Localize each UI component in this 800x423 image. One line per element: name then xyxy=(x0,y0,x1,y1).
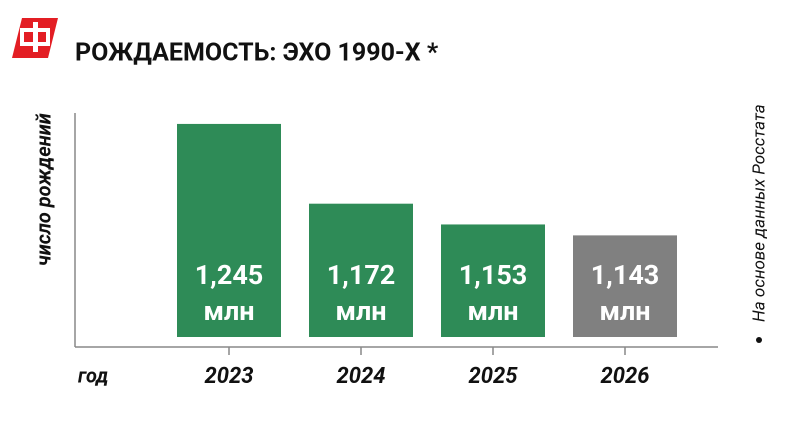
value-label: 1,172 млн xyxy=(327,259,396,327)
value-label: 1,245 млн xyxy=(195,259,264,327)
bar xyxy=(177,123,281,338)
x-tick-label: 2026 xyxy=(601,364,650,389)
bar xyxy=(573,235,677,337)
chart-title: РОЖДАЕМОСТЬ: ЭХО 1990-Х * xyxy=(75,39,439,68)
value-label: 1,143 млн xyxy=(591,259,660,327)
value-label: 1,153 млн xyxy=(459,259,528,327)
x-axis-label: год xyxy=(78,363,108,387)
y-axis-label: число рождений xyxy=(31,113,55,266)
x-tick-label: 2024 xyxy=(337,364,386,389)
source-note: На основе данных Росстата xyxy=(749,104,769,322)
x-tick-label: 2025 xyxy=(469,364,519,389)
bar xyxy=(441,224,545,337)
note-bullet xyxy=(756,337,762,343)
logo xyxy=(12,18,58,58)
x-tick-label: 2023 xyxy=(205,364,254,389)
bar xyxy=(309,203,413,337)
